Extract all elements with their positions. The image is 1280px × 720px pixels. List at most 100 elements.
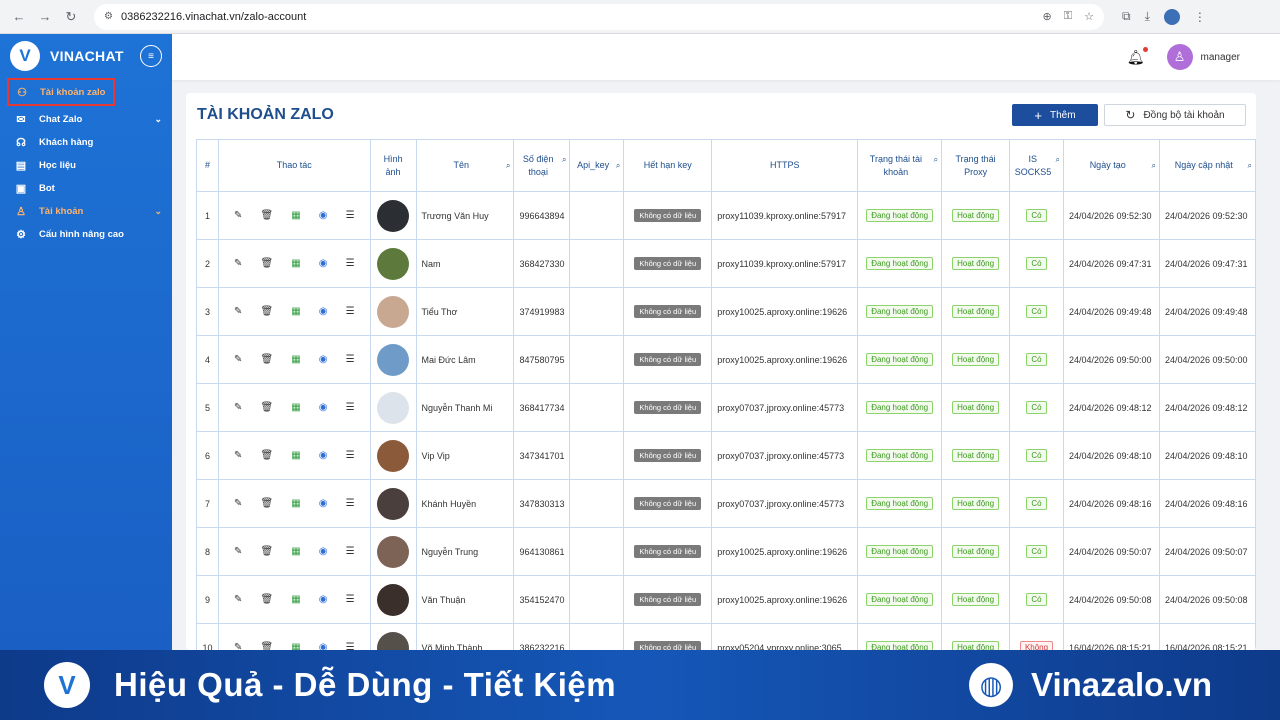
address-bar[interactable]: ⚙ 0386232216.vinachat.vn/zalo-account ⊕ … xyxy=(94,3,1104,30)
qr-code-icon[interactable]: ▦ xyxy=(291,546,301,557)
add-account-button[interactable]: + Thêm xyxy=(1012,104,1098,126)
extensions-icon[interactable]: ⧉ xyxy=(1122,9,1131,23)
view-icon[interactable]: ◉ xyxy=(318,498,328,509)
avatar[interactable] xyxy=(377,391,410,424)
avatar[interactable] xyxy=(377,535,410,568)
qr-code-icon[interactable]: ▦ xyxy=(291,258,301,269)
avatar[interactable] xyxy=(377,583,410,616)
avatar[interactable] xyxy=(377,439,410,472)
trash-icon[interactable]: 🗑︎ xyxy=(260,354,274,365)
edit-icon[interactable]: ✎ xyxy=(233,258,243,269)
list-icon[interactable]: ☰ xyxy=(345,402,355,413)
view-icon[interactable]: ◉ xyxy=(318,642,328,650)
col-header-created[interactable]: Ngày tạo ⌕ xyxy=(1062,139,1160,192)
sidebar-item-bot[interactable]: ▣ Bot xyxy=(0,177,172,200)
list-icon[interactable]: ☰ xyxy=(345,354,355,365)
avatar[interactable] xyxy=(377,247,410,280)
install-icon[interactable]: ⊕ xyxy=(1042,11,1052,23)
col-header-api-key[interactable]: Api_key ⌕ xyxy=(569,139,625,192)
site-info-icon[interactable]: ⚙ xyxy=(104,11,113,22)
user-name[interactable]: manager xyxy=(1200,51,1240,63)
avatar[interactable] xyxy=(377,295,410,328)
trash-icon[interactable]: 🗑︎ xyxy=(260,498,274,509)
download-icon[interactable]: ⤓ xyxy=(1144,9,1150,23)
list-icon[interactable]: ☰ xyxy=(345,450,355,461)
view-icon[interactable]: ◉ xyxy=(318,210,328,221)
qr-code-icon[interactable]: ▦ xyxy=(291,642,301,650)
sidebar-item-chat-zalo[interactable]: ✉ Chat Zalo ⌄ xyxy=(0,108,172,131)
sidebar-item-materials[interactable]: ▤ Học liệu xyxy=(0,154,172,177)
qr-code-icon[interactable]: ▦ xyxy=(291,402,301,413)
list-icon[interactable]: ☰ xyxy=(345,594,355,605)
col-header-name[interactable]: Tên ⌕ xyxy=(415,139,515,192)
view-icon[interactable]: ◉ xyxy=(318,258,328,269)
qr-code-icon[interactable]: ▦ xyxy=(291,450,301,461)
trash-icon[interactable]: 🗑︎ xyxy=(260,594,274,605)
browser-profile-avatar[interactable] xyxy=(1163,8,1180,25)
avatar[interactable] xyxy=(377,343,410,376)
col-header-updated[interactable]: Ngày cập nhật ⌕ xyxy=(1158,139,1256,192)
browser-menu-icon[interactable]: ⋮ xyxy=(1193,9,1206,24)
col-header-account-status[interactable]: Trạng thái tài khoản ⌕ xyxy=(857,139,943,192)
trash-icon[interactable]: 🗑︎ xyxy=(260,258,274,269)
edit-icon[interactable]: ✎ xyxy=(233,498,243,509)
notification-bell-icon[interactable]: 🔔︎ xyxy=(1127,46,1148,66)
list-icon[interactable]: ☰ xyxy=(345,498,355,509)
edit-icon[interactable]: ✎ xyxy=(233,546,243,557)
qr-code-icon[interactable]: ▦ xyxy=(291,498,301,509)
list-icon[interactable]: ☰ xyxy=(345,546,355,557)
bookmark-star-icon[interactable]: ☆ xyxy=(1084,11,1094,23)
avatar[interactable] xyxy=(377,631,410,650)
menu-toggle-icon[interactable]: ≡ xyxy=(140,45,162,67)
search-icon[interactable]: ⌕ xyxy=(505,161,511,170)
list-icon[interactable]: ☰ xyxy=(345,258,355,269)
search-icon[interactable]: ⌕ xyxy=(933,154,939,164)
trash-icon[interactable]: 🗑︎ xyxy=(260,546,274,557)
avatar[interactable] xyxy=(377,199,410,232)
search-icon[interactable]: ⌕ xyxy=(1151,161,1156,170)
trash-icon[interactable]: 🗑︎ xyxy=(260,306,274,317)
search-icon[interactable]: ⌕ xyxy=(1055,154,1060,164)
edit-icon[interactable]: ✎ xyxy=(233,210,243,221)
qr-code-icon[interactable]: ▦ xyxy=(291,594,301,605)
view-icon[interactable]: ◉ xyxy=(318,354,328,365)
cell-key-expiry: Không có dữ liệu xyxy=(623,383,713,432)
back-icon[interactable]: ← xyxy=(12,9,26,24)
search-icon[interactable]: ⌕ xyxy=(561,154,567,164)
trash-icon[interactable]: 🗑︎ xyxy=(260,402,274,413)
edit-icon[interactable]: ✎ xyxy=(233,594,243,605)
sidebar-item-advanced-config[interactable]: ⚙ Cấu hình nâng cao xyxy=(0,223,172,246)
view-icon[interactable]: ◉ xyxy=(318,594,328,605)
col-header-socks5[interactable]: IS SOCKS5 ⌕ xyxy=(1009,139,1064,192)
view-icon[interactable]: ◉ xyxy=(318,402,328,413)
qr-code-icon[interactable]: ▦ xyxy=(291,210,301,221)
list-icon[interactable]: ☰ xyxy=(345,210,355,221)
avatar[interactable] xyxy=(377,487,410,520)
list-icon[interactable]: ☰ xyxy=(345,642,355,650)
user-avatar[interactable]: ♙ xyxy=(1166,44,1193,70)
trash-icon[interactable]: 🗑︎ xyxy=(260,450,274,461)
view-icon[interactable]: ◉ xyxy=(318,306,328,317)
list-icon[interactable]: ☰ xyxy=(345,306,355,317)
trash-icon[interactable]: 🗑︎ xyxy=(260,210,274,221)
sidebar-item-account[interactable]: ♙ Tài khoản ⌄ xyxy=(0,200,172,223)
search-icon[interactable]: ⌕ xyxy=(1247,161,1252,170)
key-icon[interactable]: ⚿ xyxy=(1063,10,1073,22)
edit-icon[interactable]: ✎ xyxy=(233,306,243,317)
edit-icon[interactable]: ✎ xyxy=(233,642,243,650)
sidebar-item-customers[interactable]: ☊ Khách hàng xyxy=(0,131,172,154)
reload-icon[interactable]: ↻ xyxy=(65,8,77,24)
edit-icon[interactable]: ✎ xyxy=(233,402,243,413)
qr-code-icon[interactable]: ▦ xyxy=(291,306,301,317)
view-icon[interactable]: ◉ xyxy=(318,450,328,461)
sync-accounts-button[interactable]: ↻ Đồng bộ tài khoản xyxy=(1104,104,1246,126)
col-header-phone[interactable]: Số điện thoại ⌕ xyxy=(513,139,571,192)
edit-icon[interactable]: ✎ xyxy=(233,450,243,461)
edit-icon[interactable]: ✎ xyxy=(233,354,243,365)
view-icon[interactable]: ◉ xyxy=(318,546,328,557)
sidebar-item-zalo-account[interactable]: ⚇ Tài khoản zalo xyxy=(7,78,115,106)
trash-icon[interactable]: 🗑︎ xyxy=(260,642,274,650)
forward-icon[interactable]: → xyxy=(38,9,52,24)
search-icon[interactable]: ⌕ xyxy=(615,161,621,170)
qr-code-icon[interactable]: ▦ xyxy=(291,354,301,365)
